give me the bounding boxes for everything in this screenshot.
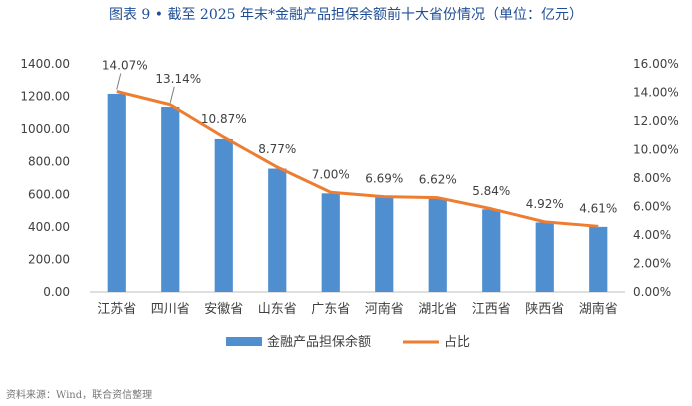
legend-label-line: 占比 — [444, 335, 470, 350]
left-tick-label: 800.00 — [28, 155, 70, 169]
category-label: 山东省 — [258, 302, 297, 317]
category-label: 江苏省 — [97, 301, 136, 317]
right-axis: 0.00% 2.00% 4.00% 6.00% 8.00% 10.00% 12.00% 14.… — [633, 57, 679, 299]
leader-line — [169, 86, 175, 103]
category-label: 陕西省 — [525, 302, 564, 317]
category-label: 安徽省 — [204, 302, 243, 317]
bar — [161, 106, 180, 292]
legend: 金融产品担保余额 占比 — [226, 334, 470, 350]
legend-swatch-bar — [226, 337, 262, 346]
bar — [589, 226, 608, 292]
left-tick-label: 1400.00 — [20, 57, 70, 71]
data-label: 4.92% — [526, 197, 564, 211]
left-tick-label: 600.00 — [28, 187, 70, 201]
right-tick-label: 16.00% — [633, 57, 679, 71]
chart-title: 图表 9 • 截至 2025 年末*金融产品担保余额前十大省份情况（单位：亿元） — [108, 7, 584, 23]
left-tick-label: 200.00 — [28, 252, 70, 266]
bar — [535, 222, 554, 292]
right-tick-label: 14.00% — [633, 86, 679, 100]
bar — [375, 197, 394, 292]
data-label: 13.14% — [155, 72, 201, 86]
left-tick-label: 400.00 — [28, 220, 70, 234]
left-tick-label: 0.00 — [43, 285, 70, 299]
data-label: 4.61% — [579, 201, 617, 215]
data-label: 10.87% — [201, 112, 247, 126]
source-note: 资料来源：Wind，联合资信整理 — [6, 390, 153, 401]
bar — [214, 138, 233, 292]
category-label: 江西省 — [472, 302, 511, 317]
data-label: 14.07% — [102, 59, 148, 73]
right-tick-label: 10.00% — [633, 143, 679, 157]
bar-series — [107, 93, 608, 292]
data-label: 7.00% — [312, 167, 350, 181]
bar — [321, 193, 340, 292]
category-labels: 江苏省 四川省 安徽省 山东省 广东省 河南省 湖北省 江西省 陕西省 湖南省 — [97, 301, 618, 317]
line-path — [116, 90, 599, 228]
bar — [482, 209, 501, 292]
data-label: 6.62% — [419, 173, 457, 187]
right-tick-label: 4.00% — [633, 228, 671, 242]
category-label: 湖南省 — [579, 301, 618, 317]
category-label: 广东省 — [311, 302, 350, 317]
bar — [107, 93, 126, 292]
bar — [268, 168, 287, 292]
line-series: 14.07% 13.14% 10.87% 8.77% 7.00% 6.69% 6.62% 5.… — [102, 59, 617, 228]
left-tick-label: 1000.00 — [20, 122, 70, 136]
legend-label-bar: 金融产品担保余额 — [267, 334, 371, 350]
right-tick-label: 6.00% — [633, 200, 671, 214]
data-label: 5.84% — [472, 184, 510, 198]
left-tick-label: 1200.00 — [20, 90, 70, 104]
category-label: 四川省 — [151, 302, 190, 317]
right-tick-label: 2.00% — [633, 257, 671, 271]
data-label: 6.69% — [365, 172, 403, 186]
category-label: 河南省 — [365, 301, 404, 317]
bar — [428, 198, 447, 292]
leader-line — [116, 73, 122, 90]
right-tick-label: 0.00% — [633, 285, 671, 299]
category-label: 湖北省 — [418, 302, 457, 317]
left-axis: 0.00 200.00 400.00 600.00 800.00 1000.00 1200.… — [20, 57, 70, 299]
right-tick-label: 12.00% — [633, 114, 679, 128]
data-label: 8.77% — [258, 142, 296, 156]
right-tick-label: 8.00% — [633, 171, 671, 185]
